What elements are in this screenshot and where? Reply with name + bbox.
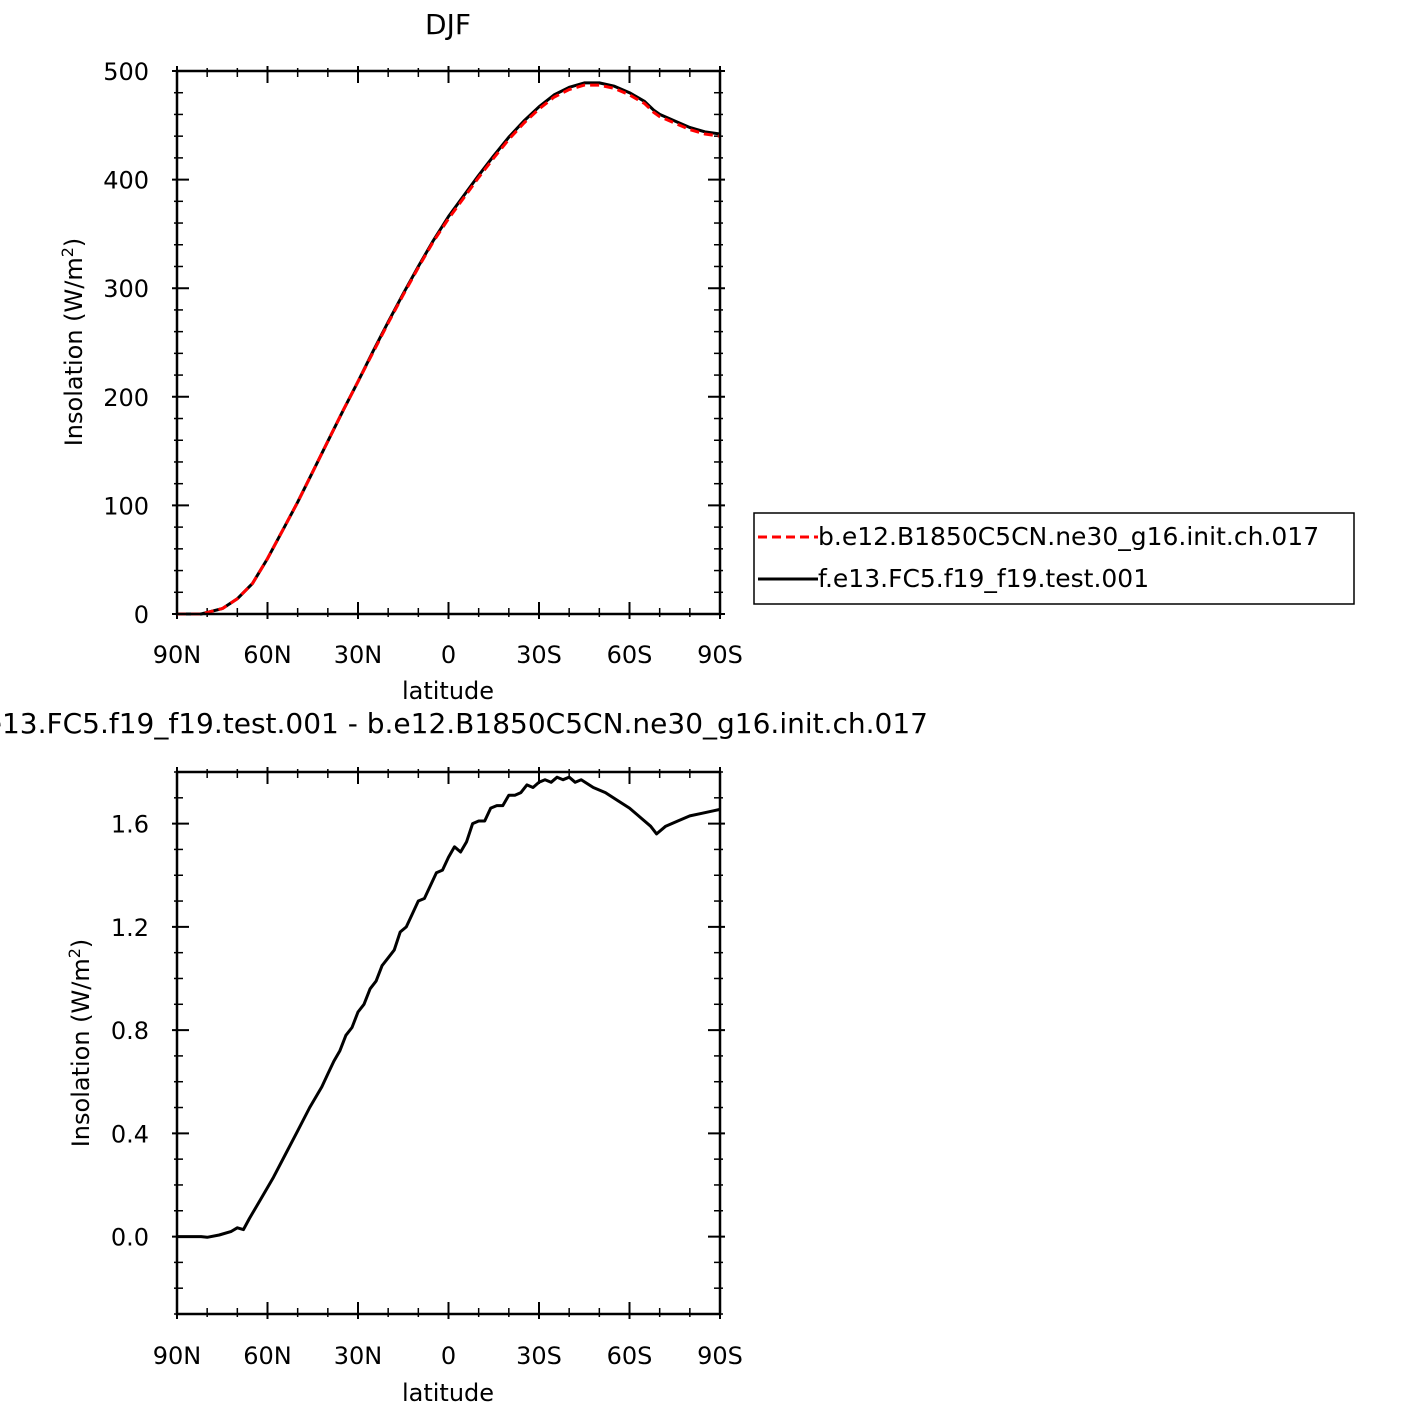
- y-tick-label: 400: [103, 167, 149, 195]
- series-lines: [177, 81, 721, 616]
- chart-title: DJF: [425, 8, 471, 41]
- series-line-dashed-red: [177, 83, 721, 616]
- x-tick-label: 90S: [697, 1342, 743, 1370]
- y-tick-label: 0.4: [111, 1120, 149, 1148]
- x-tick-label: 60N: [243, 641, 292, 669]
- x-tick-label: 90N: [153, 641, 202, 669]
- x-axis-title: latitude: [402, 677, 494, 705]
- x-tick-label: 60N: [243, 1342, 292, 1370]
- x-tick-label: 30N: [334, 641, 383, 669]
- y-tick-label: 1.2: [111, 914, 149, 942]
- y-tick-label: 500: [103, 58, 149, 86]
- y-ticks: 0.0 0.4 0.8 1.2 1.6: [111, 771, 725, 1315]
- series-line-solid-black: [177, 81, 721, 616]
- y-axis-title: Insolation (W/m2): [65, 939, 95, 1148]
- y-ticks: 0 100 200 300 400 500: [103, 58, 725, 629]
- x-tick-label: 30N: [334, 1342, 383, 1370]
- chart-title: f.e13.FC5.f19_f19.test.001 - b.e12.B1850…: [0, 707, 928, 740]
- x-tick-label: 90S: [697, 641, 743, 669]
- legend: b.e12.B1850C5CN.ne30_g16.init.ch.017 f.e…: [753, 512, 1355, 605]
- y-axis-title: Insolation (W/m2): [58, 238, 88, 447]
- chart-top: DJF 0 100 200 300 400 500 90N 60N 30N 0 30S 60S 90S…: [58, 8, 1355, 705]
- x-tick-label: 60S: [607, 641, 653, 669]
- legend-label-1: b.e12.B1850C5CN.ne30_g16.init.ch.017: [818, 522, 1319, 551]
- plot-frame: [175, 69, 722, 616]
- x-tick-label: 30S: [516, 641, 562, 669]
- y-tick-label: 200: [103, 384, 149, 412]
- y-tick-label: 0.8: [111, 1017, 149, 1045]
- x-tick-label: 0: [441, 1342, 456, 1370]
- series-lines: [177, 775, 721, 1239]
- x-ticks: 90N 60N 30N 0 30S 60S 90S: [153, 66, 743, 669]
- x-tick-label: 60S: [607, 1342, 653, 1370]
- series-line-solid-black: [177, 775, 721, 1239]
- y-tick-label: 100: [103, 492, 149, 520]
- plot-frame: [175, 770, 722, 1316]
- legend-box: [753, 512, 1355, 605]
- x-tick-label: 90N: [153, 1342, 202, 1370]
- y-tick-label: 0: [134, 601, 149, 629]
- y-tick-label: 1.6: [111, 811, 149, 839]
- y-tick-label: 300: [103, 275, 149, 303]
- x-tick-label: 0: [441, 641, 456, 669]
- y-tick-label: 0.0: [111, 1224, 149, 1252]
- legend-label-2: f.e13.FC5.f19_f19.test.001: [818, 564, 1149, 593]
- chart-bottom: f.e13.FC5.f19_f19.test.001 - b.e12.B1850…: [0, 707, 928, 1407]
- x-ticks: 90N 60N 30N 0 30S 60S 90S: [153, 767, 743, 1370]
- x-axis-title: latitude: [402, 1379, 494, 1407]
- x-tick-label: 30S: [516, 1342, 562, 1370]
